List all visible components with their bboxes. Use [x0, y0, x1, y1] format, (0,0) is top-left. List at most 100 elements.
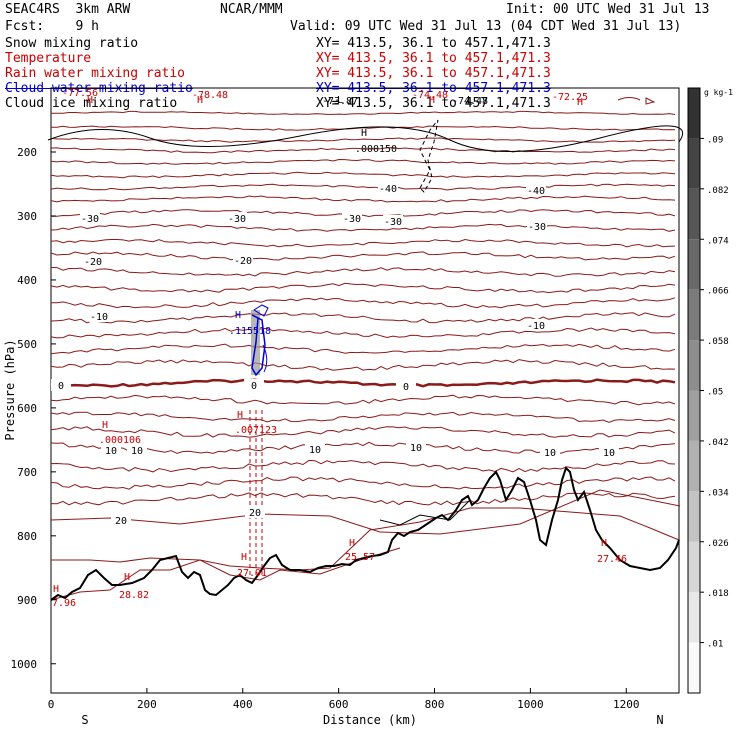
- colorbar-segment: [688, 440, 700, 492]
- upper-contour-feature: [617, 97, 656, 105]
- y-tick-label: 800: [17, 530, 37, 543]
- temperature-isotherm: [50, 312, 676, 324]
- extremum-value: 7.96: [52, 598, 76, 609]
- contour-label-bg: [233, 254, 253, 266]
- xy-temperature: XY= 413.5, 36.1 to 457.1,471.3: [316, 51, 551, 66]
- temperature-isotherm: [50, 251, 676, 261]
- x-tick-label: 1200: [613, 698, 640, 711]
- temperature-contours: [50, 110, 681, 601]
- colorbar-tick-label: .09: [707, 135, 723, 145]
- temperature-isotherm: [50, 359, 676, 371]
- extremum-marker: H: [197, 95, 203, 106]
- valid-time: Valid: 09 UTC Wed 31 Jul 13 (04 CDT Wed …: [290, 19, 682, 34]
- contour-label: 10: [544, 448, 556, 459]
- extremum-marker: H: [577, 97, 583, 108]
- end-label-south: S: [81, 713, 88, 727]
- axes: 0 200 400 600 800 1000 12002003004005006007008…: [3, 146, 664, 727]
- extremum-marker: H: [349, 538, 355, 549]
- contour-label-bg: [526, 184, 546, 196]
- contour-label: -30: [384, 217, 402, 228]
- contour-label: -40: [527, 186, 545, 197]
- extremum-value: -77.56: [62, 88, 98, 99]
- colorbar-segment: [688, 88, 700, 139]
- contour-label-bg: [111, 514, 131, 526]
- cloud-water-contour: [253, 304, 269, 317]
- colorbar-segment: [688, 239, 700, 290]
- extremum-value: .007123: [235, 425, 277, 436]
- colorbar-tick-label: .042: [707, 438, 729, 448]
- temperature-isotherm: [51, 110, 676, 115]
- contour-label: -30: [228, 214, 246, 225]
- xy-rain: XY= 413.5, 36.1 to 457.1,471.3: [316, 66, 551, 81]
- contour-label-bg: [83, 255, 103, 267]
- colorbar-tick-label: .034: [707, 488, 729, 498]
- extremum-marker: H: [601, 538, 607, 549]
- terrain-profile: [50, 466, 680, 601]
- contour-label: 0: [403, 382, 409, 393]
- contour-label-bg: [244, 379, 264, 391]
- field-cloud-ice: Cloud ice mixing ratio: [5, 96, 178, 111]
- temperature-isotherm: [50, 183, 676, 191]
- contour-label: 10: [603, 448, 615, 459]
- temperature-isotherm: [50, 223, 676, 232]
- contour-label: 20: [249, 508, 261, 519]
- colorbar-tick-label: .066: [707, 287, 729, 297]
- extremum-value: -78.48: [192, 90, 228, 101]
- colorbar-segment: [688, 491, 700, 542]
- terrain-secondary-line: [379, 499, 471, 526]
- colorbar-tick-label: .01: [707, 640, 723, 650]
- field-temperature: Temperature: [5, 51, 92, 66]
- extremum-marker: H: [102, 420, 108, 431]
- x-tick-label: 400: [233, 698, 253, 711]
- cloud-water-contour: [251, 314, 266, 377]
- temperature-isotherm: [50, 476, 676, 490]
- temperature-isotherm: [50, 297, 676, 309]
- plot-frame: [50, 87, 680, 694]
- contour-label-bg: [342, 212, 362, 224]
- snow-contour: [419, 119, 439, 193]
- colorbar-tick-label: .026: [707, 539, 729, 549]
- colorbar-segment: [688, 289, 700, 341]
- x-tick-label: 600: [329, 698, 349, 711]
- extremum-marker: H: [429, 95, 435, 106]
- temperature-isotherm: [50, 459, 676, 473]
- temperature-isotherm-lower: [50, 489, 681, 535]
- colorbar-tick-label: .082: [707, 186, 729, 196]
- rain-water-contour: [249, 410, 263, 578]
- contour-label: 0: [251, 381, 257, 392]
- field-rain: Rain water mixing ratio: [5, 66, 186, 81]
- contour-label-bg: [406, 441, 426, 453]
- extremum-value: 28.82: [119, 590, 149, 601]
- colorbar-segment: [688, 642, 700, 693]
- contour-label: 0: [58, 381, 64, 392]
- extremum-marker: H: [235, 310, 241, 321]
- extremum-value: .000150: [355, 144, 397, 155]
- extremum-value: -72.25: [552, 92, 588, 103]
- freezing-level-isotherm: [50, 378, 676, 388]
- temperature-isotherm-lower: [50, 547, 401, 601]
- init-time: Init: 00 UTC Wed 31 Jul 13: [506, 2, 710, 17]
- terrain: [47, 125, 684, 601]
- org-label: NCAR/MMM: [220, 2, 283, 17]
- field-snow: Snow mixing ratio: [5, 36, 139, 51]
- forecast-hour: Fcst: 9 h: [5, 19, 99, 34]
- contour-label-bg: [80, 212, 100, 224]
- y-tick-label: 300: [17, 210, 37, 223]
- extremum-value: .000106: [99, 435, 141, 446]
- colorbar-tick-label: .058: [707, 337, 729, 347]
- y-tick-label: 200: [17, 146, 37, 159]
- colorbar-segment: [688, 340, 700, 391]
- extremum-value: -73.87: [322, 96, 358, 107]
- extremum-value: -74.48: [452, 96, 488, 107]
- temperature-isotherm: [50, 171, 676, 179]
- temperature-isotherm: [50, 411, 676, 423]
- temperature-isotherm-lower: [51, 507, 680, 571]
- contour-label-bg: [527, 220, 547, 232]
- xy-cloud-water: XY= 413.5, 36.1 to 457.1,471.3: [316, 81, 551, 96]
- contour-label: 10: [309, 445, 321, 456]
- extremum-value: 25.57: [345, 552, 375, 563]
- contour-label-bg: [127, 444, 147, 456]
- temperature-isotherm: [50, 327, 676, 339]
- contour-label: 20: [115, 516, 127, 527]
